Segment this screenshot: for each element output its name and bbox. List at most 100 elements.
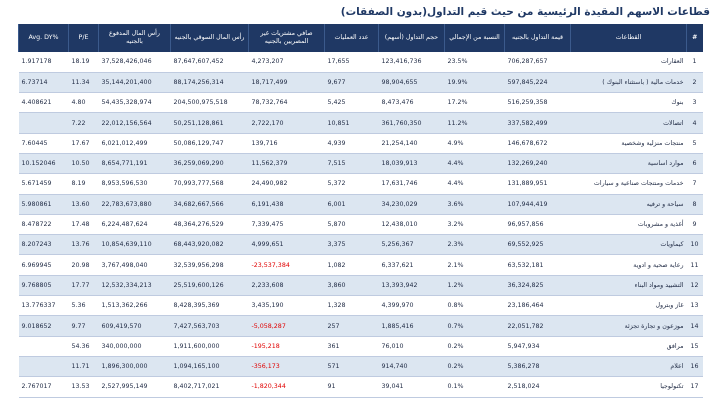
row-trade-value: 516,259,358 [504,92,571,114]
row-net-foreign: 11,562,379 [248,153,325,175]
row-pe: 4.80 [68,92,99,114]
row-pct-of-total: 0.2% [444,356,505,378]
table-row: 4 اتصالات 337,582,499 11.2% 361,760,350 10,85… [18,112,703,134]
row-pct-of-total: 2.1% [444,254,505,276]
row-pe: 8.19 [68,173,99,195]
table-row: 7 خدمات ومنتجات صناعية و سيارات 131,889,95… [18,173,703,195]
row-pct-of-total: 0.1% [444,376,505,398]
row-paid-capital: 1,513,362,266 [98,295,171,317]
row-trade-volume: 39,041 [378,376,445,398]
row-index: 13 [686,295,703,317]
row-trade-value: 5,947,934 [504,336,571,357]
row-pe: 7.22 [68,112,99,134]
row-net-foreign: -356,173 [248,356,325,378]
row-sector: اعلام [570,356,687,378]
row-market-cap: 1,094,165,100 [170,356,249,378]
row-dividend-yield: 4.408621 [18,92,69,114]
row-trade-value: 63,532,181 [504,254,571,276]
row-pe: 10.50 [68,153,99,175]
row-pct-of-total: 1.2% [444,275,505,297]
row-trade-value: 5,386,278 [504,356,571,378]
row-sector: موزعون و تجارة تجزئة [570,315,687,337]
row-sector: تكنولوجيا [570,376,687,398]
row-pct-of-total: 3.6% [444,194,505,215]
row-trade-volume: 34,230,029 [378,194,445,215]
row-index: 3 [686,92,703,114]
row-trades-count: 7,515 [324,153,379,175]
row-paid-capital: 37,528,426,046 [98,52,171,73]
row-dividend-yield: 8.478722 [18,214,69,236]
col-header-dy: %Avg. DY [18,24,69,52]
row-trade-value: 96,957,856 [504,214,571,236]
row-index: 15 [686,336,703,357]
row-trade-value: 597,845,224 [504,72,571,94]
row-pe: 11.34 [68,72,99,94]
row-pe: 13.53 [68,376,99,398]
row-trade-value: 22,051,782 [504,315,571,337]
row-trades-count: 257 [324,315,379,337]
table-row: 13 غاز وبترول 23,186,464 0.8% 4,399,970 1,328… [18,295,703,317]
col-header-pe: P/E [68,24,99,52]
row-paid-capital: 35,144,201,400 [98,72,171,94]
row-index: 12 [686,275,703,297]
row-sector: خدمات مالية ( باستثناء البنوك ) [570,72,687,94]
row-sector: موارد اساسية [570,153,687,175]
row-pct-of-total: 23.5% [444,52,505,73]
row-pe: 13.60 [68,194,99,215]
row-net-foreign: 3,435,190 [248,295,325,317]
row-dividend-yield: 10.152046 [18,153,69,175]
row-trade-value: 107,944,419 [504,194,571,215]
row-paid-capital: 10,854,639,110 [98,234,171,256]
row-trades-count: 5,372 [324,173,379,195]
col-header-pct: النسبة من الإجمالي [444,24,505,52]
row-market-cap: 68,443,920,082 [170,234,249,256]
table-row: 2 خدمات مالية ( باستثناء البنوك ) 597,845,… [18,72,703,94]
row-index: 1 [686,52,703,73]
table-row: 15 مرافق 5,947,934 0.2% 76,010 361 -195,218 1,9… [18,336,703,357]
col-header-value: قيمة التداول بالجنيه [504,24,571,52]
row-sector: التشييد ومواد البناء [570,275,687,297]
row-pe: 20.98 [68,254,99,276]
row-index: 2 [686,72,703,94]
row-market-cap: 8,428,395,369 [170,295,249,317]
row-trades-count: 3,860 [324,275,379,297]
row-trade-volume: 1,885,416 [378,315,445,337]
row-trade-volume: 13,393,942 [378,275,445,297]
row-trade-value: 131,889,951 [504,173,571,195]
row-pe: 17.48 [68,214,99,236]
row-pct-of-total: 0.7% [444,315,505,337]
row-pe: 9.77 [68,315,99,337]
row-trades-count: 17,655 [324,52,379,73]
row-dividend-yield: 2.767017 [18,376,69,398]
row-trade-volume: 98,904,655 [378,72,445,94]
row-pct-of-total: 19.9% [444,72,505,94]
row-net-foreign: 24,490,982 [248,173,325,195]
row-sector: رعاية صحية و ادوية [570,254,687,276]
row-sector: مرافق [570,336,687,357]
row-pe: 17.77 [68,275,99,297]
row-trades-count: 6,001 [324,194,379,215]
row-trade-value: 69,552,925 [504,234,571,256]
row-net-foreign: 4,273,207 [248,52,325,73]
row-trades-count: 1,082 [324,254,379,276]
row-index: 4 [686,112,703,134]
table-row: 14 موزعون و تجارة تجزئة 22,051,782 0.7% 1,88… [18,315,703,337]
row-market-cap: 48,364,276,529 [170,214,249,236]
row-index: 16 [686,356,703,378]
row-pct-of-total: 4.9% [444,133,505,154]
row-trade-volume: 5,256,367 [378,234,445,256]
row-pct-of-total: 17.2% [444,92,505,114]
row-net-foreign: 7,339,475 [248,214,325,236]
row-sector: بنوك [570,92,687,114]
row-net-foreign: 4,999,651 [248,234,325,256]
row-dividend-yield [18,356,69,378]
row-paid-capital: 3,767,498,040 [98,254,171,276]
row-market-cap: 25,519,600,126 [170,275,249,297]
row-sector: غاز وبترول [570,295,687,317]
row-pct-of-total: 0.2% [444,336,505,357]
col-header-paid-capital: رأس المال المدفوع بالجنيه [98,24,171,52]
row-trade-volume: 17,631,746 [378,173,445,195]
row-market-cap: 87,647,607,452 [170,52,249,73]
row-trade-value: 706,287,657 [504,52,571,73]
col-header-net-foreign: صافي مشتريات غير المصريين بالجنيه [248,24,325,52]
